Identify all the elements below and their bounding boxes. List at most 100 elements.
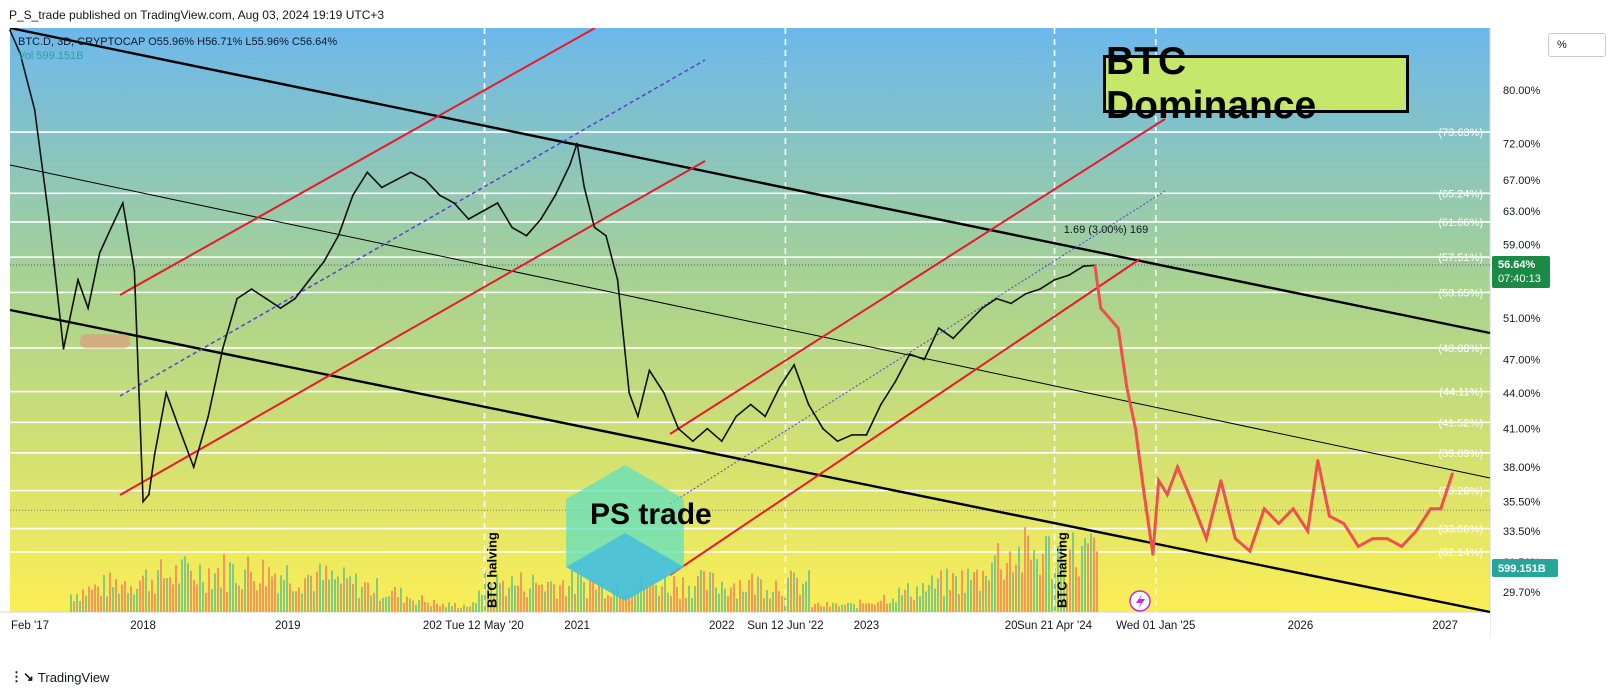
volume-bar (895, 602, 897, 612)
volume-bar (595, 589, 597, 612)
projection-point (1450, 472, 1454, 476)
volume-bar (967, 568, 969, 612)
volume-bar (184, 556, 186, 612)
history-point (33, 108, 36, 111)
volume-bar (121, 584, 123, 612)
projection-point (1429, 507, 1433, 511)
volume-bar (643, 588, 645, 612)
volume-bar (490, 582, 492, 612)
volume-bar (499, 583, 501, 612)
x-tick-label: 2027 (1432, 620, 1458, 632)
volume-bar (886, 603, 888, 612)
history-point (178, 427, 181, 430)
chart-area[interactable]: (73.63%) (65.24%) (61.66%) (57.51%) (53.65%)… (0, 28, 1623, 664)
history-point (706, 427, 709, 430)
volume-bar (943, 595, 945, 612)
volume-bar (778, 591, 780, 612)
volume-bar (865, 603, 867, 612)
volume-bar (796, 577, 798, 612)
volume-bar (832, 602, 834, 612)
y-tick-label: 41.00% (1503, 424, 1541, 436)
history-point (937, 327, 940, 330)
y-tick-label: 33.50% (1503, 526, 1541, 538)
volume-bar (214, 573, 216, 612)
volume-bar (379, 600, 381, 612)
history-point (865, 433, 868, 436)
volume-bar (229, 562, 231, 612)
history-point (720, 440, 723, 443)
chart-svg[interactable]: (73.63%) (65.24%) (61.66%) (57.51%) (53.65%)… (0, 28, 1623, 664)
history-point (337, 234, 340, 237)
volume-bar (430, 606, 432, 612)
history-point (1082, 265, 1085, 268)
volume-bar (676, 586, 678, 612)
fib-label: (32.14%) (1438, 547, 1483, 559)
volume-bar (715, 587, 717, 612)
volume-bar (145, 569, 147, 612)
volume-bar (367, 582, 369, 612)
footer-brand-name: TradingView (37, 669, 110, 685)
volume-bar (118, 593, 120, 612)
history-point (1068, 274, 1070, 277)
volume-bar (238, 585, 240, 612)
fib-label: (39.09%) (1438, 448, 1483, 460)
volume-bar (349, 575, 351, 612)
trendline-lower (9, 308, 1491, 614)
volume-bar (364, 582, 366, 612)
projection-point (1125, 385, 1129, 389)
volume-bar (628, 595, 630, 612)
volume-bar (124, 580, 126, 612)
volume-bar (727, 596, 729, 612)
volume-bar (268, 567, 270, 612)
volume-bar (1033, 550, 1035, 612)
y-tick-label: 72.00% (1503, 138, 1541, 150)
volume-bar (856, 608, 858, 612)
projection-point (1205, 537, 1208, 541)
y-tick-label: 63.00% (1503, 206, 1541, 218)
volume-bar (949, 589, 951, 612)
volume-bar (286, 565, 288, 612)
history-point (764, 415, 767, 418)
volume-bar (919, 596, 921, 612)
history-point (995, 297, 998, 300)
projection-point (1371, 537, 1375, 541)
volume-bar (997, 543, 999, 612)
history-point (366, 171, 369, 174)
volume-bar (205, 592, 207, 612)
volume-bar (769, 598, 771, 612)
volume-bar (922, 582, 924, 612)
projection-point (1116, 326, 1120, 330)
volume-bar (400, 587, 402, 612)
history-point (19, 52, 22, 55)
volume-bar (454, 603, 456, 612)
history-point (662, 391, 665, 394)
volume-bar (589, 580, 591, 612)
volume-bar (808, 570, 810, 612)
volume-bar (247, 556, 249, 612)
volume-bar (661, 586, 663, 612)
volume-bar (814, 603, 816, 612)
volume-bar (640, 572, 642, 612)
volume-bar (931, 575, 933, 612)
volume-bar (985, 576, 987, 612)
volume-bar (679, 598, 681, 612)
history-point (77, 278, 79, 281)
x-tick-label: 202 (423, 620, 442, 632)
volume-bar (436, 603, 438, 612)
volume-bar (274, 573, 276, 612)
volume-bar (820, 606, 822, 612)
event-date-label: Tue 12 May '20 (445, 620, 523, 632)
volume-bar (496, 574, 498, 612)
legend-volume: Vol 599.151B (18, 50, 84, 62)
percent-scale-button[interactable]: % (1548, 33, 1606, 57)
y-tick-label: 38.00% (1503, 462, 1541, 474)
volume-bar (493, 595, 495, 612)
volume-bar (1069, 549, 1071, 612)
volume-bar (994, 555, 996, 612)
volume-bar (487, 588, 489, 612)
volume-bar (775, 580, 777, 612)
volume-bar (307, 574, 309, 612)
volume-bar (106, 596, 108, 612)
volume-bar (1009, 551, 1011, 612)
volume-bar (448, 602, 450, 612)
